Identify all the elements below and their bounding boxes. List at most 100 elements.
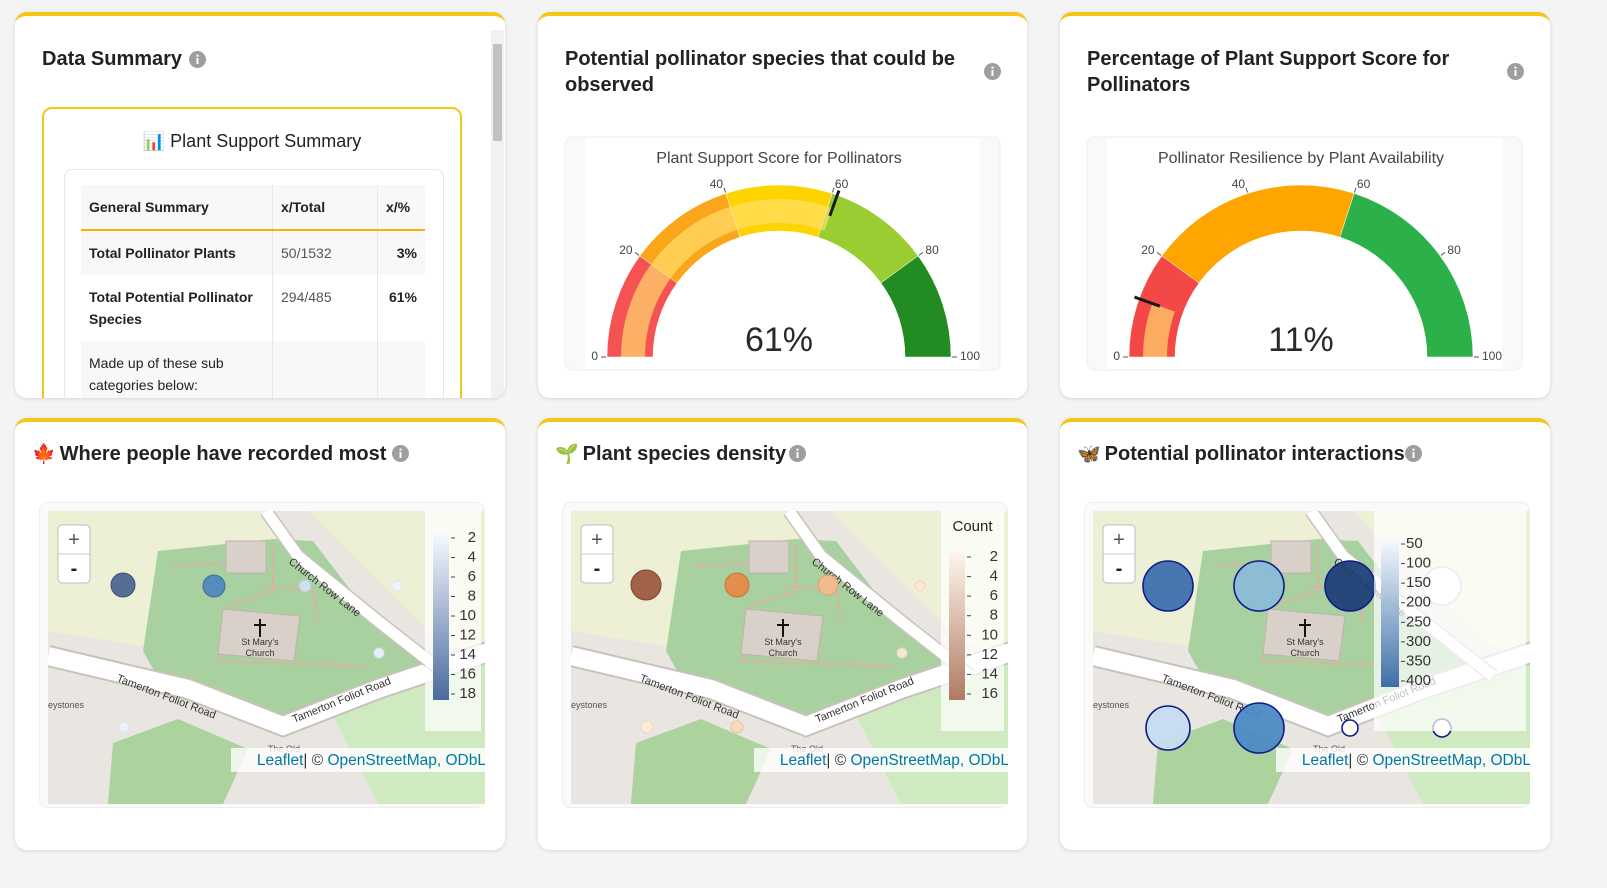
colorbar-tick-label: 150 — [1406, 574, 1431, 591]
map-marker[interactable] — [373, 647, 385, 659]
scrollbar[interactable] — [491, 30, 504, 398]
info-icon[interactable] — [789, 445, 806, 462]
zoom-out[interactable]: - — [71, 558, 78, 580]
colorbar-tick-label: 250 — [1406, 613, 1431, 630]
colorbar-tick-label: 2 — [990, 548, 998, 565]
panel-icon: 🌱 — [555, 444, 579, 465]
row: Total Potential Pollinator Species 294/4… — [81, 275, 425, 341]
colorbar-tick-label: 18 — [459, 685, 476, 702]
road — [571, 643, 1008, 736]
row: Made up of these sub categories below: — [81, 341, 425, 398]
gauge-tick-label: 0 — [1113, 349, 1120, 363]
map-marker[interactable] — [1145, 705, 1191, 751]
gauge-tick — [1156, 251, 1162, 256]
map-marker[interactable] — [914, 580, 926, 592]
gauge-bar — [621, 198, 833, 357]
attribution-box — [1276, 748, 1530, 772]
map-label: Church — [1290, 648, 1319, 658]
scroll-thumb[interactable] — [493, 44, 502, 141]
zoom-in[interactable]: + — [68, 529, 80, 551]
summary-card: Data Summary 📊 Plant Support Summary Gen… — [15, 12, 505, 398]
osm-link[interactable]: OpenStreetMap, ODbL — [327, 752, 485, 769]
leaflet-link[interactable]: Leaflet — [780, 752, 827, 769]
map-marker[interactable] — [896, 647, 908, 659]
summary-inner-card: 📊 Plant Support Summary General Summary … — [42, 107, 462, 398]
map-card: 🦋 Potential pollinator interactions St Ma… — [1060, 418, 1550, 850]
zoom-in[interactable]: + — [1113, 529, 1125, 551]
building — [1270, 540, 1312, 574]
map-marker[interactable] — [1324, 560, 1376, 612]
map-marker[interactable] — [202, 574, 226, 598]
gauge-tick-label: 60 — [1357, 177, 1371, 191]
attribution-sep: | © — [1348, 752, 1372, 769]
map-marker[interactable] — [724, 572, 750, 598]
map-marker[interactable] — [1142, 560, 1194, 612]
gauge-tick-label: 0 — [591, 349, 598, 363]
gauge-tick — [1245, 187, 1249, 193]
road — [48, 643, 485, 736]
gauge-tick — [634, 251, 640, 256]
info-icon[interactable] — [1405, 445, 1422, 462]
panel-title: Data Summary — [42, 48, 183, 70]
header-cell: x/Total — [272, 185, 378, 231]
colorbar-tick-label: 100 — [1406, 555, 1431, 572]
colorbar-tick-label: 6 — [990, 587, 998, 604]
colorbar-tick-label: 6 — [468, 568, 476, 585]
summary-table: General Summary x/Total x/% Total Pollin… — [81, 185, 425, 398]
map-marker[interactable] — [630, 569, 662, 601]
cell: 50/1532 — [272, 230, 378, 275]
park — [631, 719, 771, 804]
colorbar-tick-label: 10 — [459, 607, 476, 624]
info-icon[interactable] — [984, 63, 1001, 80]
leaflet-link[interactable]: Leaflet — [1302, 752, 1349, 769]
map-marker[interactable] — [298, 579, 312, 593]
header-row: General Summary x/Total x/% — [81, 185, 425, 231]
gauge-tick-label: 80 — [925, 243, 939, 257]
colorbar-tick-label: 12 — [459, 626, 476, 643]
gauge-tick — [1353, 187, 1357, 193]
gauge-chart: Pollinator Resilience by Plant Availabil… — [1086, 136, 1523, 371]
map-marker[interactable] — [391, 580, 403, 592]
colorbar-tick-label: 10 — [981, 626, 998, 643]
cross — [254, 619, 266, 637]
gauge-tick-label: 20 — [619, 243, 633, 257]
gauge-step — [880, 255, 952, 358]
map-marker[interactable] — [817, 574, 839, 596]
gauge-tick-label: 100 — [1482, 349, 1502, 363]
gauge-card: Potential pollinator species that could … — [538, 12, 1027, 398]
panel-title: Percentage of Plant Support Score for Po… — [1087, 48, 1450, 96]
map-marker[interactable] — [118, 721, 130, 733]
header-cell: General Summary — [81, 185, 273, 231]
card-icon: 📊 — [142, 131, 166, 151]
info-icon[interactable] — [189, 51, 206, 68]
colorbar-box — [1374, 511, 1526, 731]
panel-title: 🍁 Where people have recorded most — [32, 441, 386, 468]
gauge-title: Plant Support Score for Pollinators — [656, 150, 901, 167]
map-marker[interactable] — [110, 572, 136, 598]
map-marker[interactable] — [730, 720, 744, 734]
osm-link[interactable]: OpenStreetMap, ODbL — [850, 752, 1008, 769]
info-icon[interactable] — [392, 445, 409, 462]
osm-link[interactable]: OpenStreetMap, ODbL — [1372, 752, 1530, 769]
map-label: St Mary's — [241, 637, 279, 647]
zoom-out[interactable]: - — [1116, 558, 1123, 580]
attribution: Leaflet| © OpenStreetMap, ODbL — [780, 752, 1008, 769]
info-icon[interactable] — [1507, 63, 1524, 80]
gauge-card: Percentage of Plant Support Score for Po… — [1060, 12, 1550, 398]
zoom-out[interactable]: - — [594, 558, 601, 580]
map-marker[interactable] — [1233, 560, 1285, 612]
leaflet-link[interactable]: Leaflet — [257, 752, 304, 769]
colorbar-tick-label: 14 — [981, 665, 998, 682]
map-marker[interactable] — [1341, 719, 1359, 737]
zoom-in[interactable]: + — [591, 529, 603, 551]
gauge-threshold — [828, 189, 841, 217]
map-marker[interactable] — [640, 720, 654, 734]
map-marker[interactable] — [1233, 702, 1285, 754]
attribution: Leaflet| © OpenStreetMap, ODbL — [257, 752, 485, 769]
attribution-box — [231, 748, 485, 772]
